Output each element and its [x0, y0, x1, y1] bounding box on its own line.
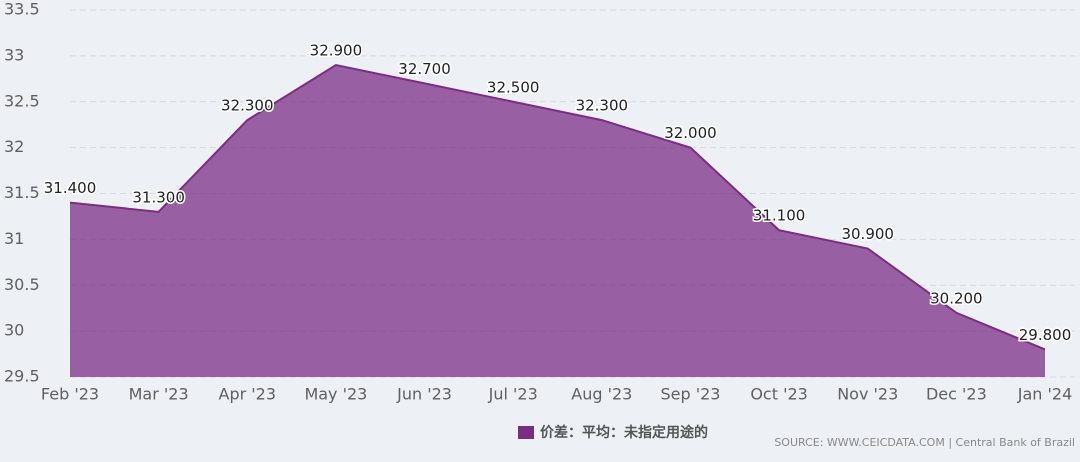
legend-swatch — [518, 426, 534, 439]
x-tick-label: Dec '23 — [926, 385, 987, 404]
x-tick-label: Jun '23 — [396, 385, 452, 404]
value-label: 30.200 — [930, 289, 983, 307]
x-tick-label: Jan '24 — [1017, 385, 1073, 404]
y-tick-label: 32 — [4, 137, 24, 156]
x-tick-label: Jul '23 — [488, 385, 538, 404]
x-tick-label: Mar '23 — [129, 385, 189, 404]
value-label: 30.900 — [841, 225, 894, 243]
y-tick-label: 31 — [4, 229, 24, 248]
x-tick-label: May '23 — [304, 385, 367, 404]
value-label: 32.500 — [487, 78, 540, 96]
value-label: 32.000 — [664, 124, 717, 142]
y-tick-label: 30 — [4, 321, 24, 340]
y-tick-label: 33 — [4, 45, 24, 64]
value-label: 32.900 — [310, 42, 363, 60]
legend-label: 价差：平均：未指定用途的 — [540, 424, 708, 441]
y-tick-label: 32.5 — [4, 91, 40, 110]
value-label: 32.300 — [221, 97, 274, 115]
value-label: 31.400 — [44, 179, 97, 197]
x-tick-label: Sep '23 — [660, 385, 720, 404]
line — [69, 63, 1046, 351]
value-label: 31.100 — [753, 207, 806, 225]
source-note: SOURCE: WWW.CEICDATA.COM | Central Bank … — [774, 436, 1075, 449]
value-label: 32.300 — [576, 97, 629, 115]
y-tick-label: 30.5 — [4, 275, 40, 294]
x-tick-label: Nov '23 — [837, 385, 898, 404]
y-tick-label: 29.5 — [4, 367, 40, 386]
value-label: 32.700 — [398, 60, 451, 78]
area — [70, 65, 1045, 378]
x-tick-label: Oct '23 — [750, 385, 808, 404]
y-tick-label: 31.5 — [4, 183, 40, 202]
value-label: 29.800 — [1019, 326, 1072, 344]
x-tick-label: Apr '23 — [219, 385, 277, 404]
value-label: 31.300 — [132, 188, 185, 206]
y-tick-label: 33.5 — [4, 0, 40, 19]
x-tick-label: Aug '23 — [571, 385, 632, 404]
x-tick-label: Feb '23 — [41, 385, 99, 404]
